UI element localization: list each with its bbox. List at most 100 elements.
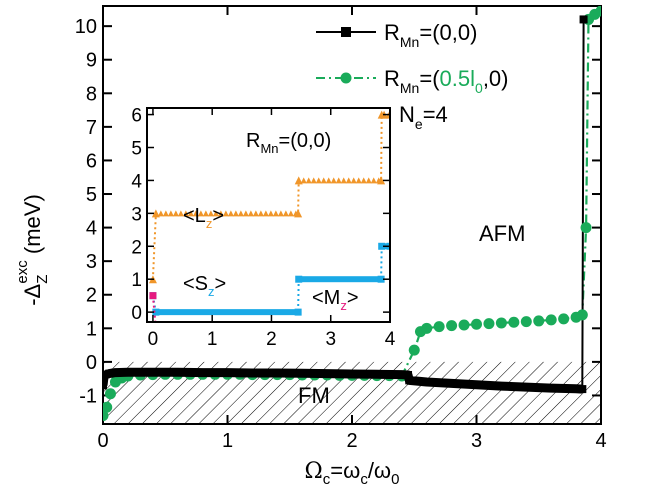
inset-mz-line [151,295,157,322]
series-rmn-00-point [105,369,114,378]
series-rmn-05-point [520,316,532,328]
inset-lz-point [287,210,294,217]
inset-y-tick-label: 6 [131,106,142,127]
inset-x-tick-label: 1 [207,329,218,350]
inset-lz-point [294,176,303,185]
inset-lz-point [172,210,179,217]
series-rmn-00-point [348,369,356,378]
inset-sz-band [298,276,382,283]
main-y-tick-label: 9 [86,50,97,72]
main-y-tick-label: 7 [86,117,97,139]
x-axis-label: Ωc=ωc/ω0 [305,458,400,488]
series-rmn-05-point [558,313,570,325]
series-rmn-05-point [433,321,445,333]
inset-lz-point [257,210,264,217]
series-rmn-00-point [547,384,556,393]
series-rmn-00-point [472,380,481,389]
fm-label: FM [298,383,330,408]
series-rmn-05-point [495,317,507,329]
series-rmn-00-point [103,381,107,390]
inset-x-tick-label: 0 [148,329,159,350]
inset-lz-point [187,210,194,217]
main-y-tick-label: 1 [86,318,97,340]
series-rmn-00-point [447,379,456,388]
series-rmn-00-point [148,368,157,377]
series-rmn-00-band [103,367,583,394]
inset-lz-point [360,177,367,184]
inset-lz-point [162,210,169,217]
inset-lz-point [247,210,254,217]
series-rmn-05-point [446,320,458,332]
inset-lz-point [335,177,342,184]
inset-lz-point [325,177,332,184]
inset-lz-point [222,210,229,217]
inset-lz-point [197,210,204,217]
inset-lz-point [315,177,322,184]
series-rmn-05-point [471,318,482,330]
inset-lz-point [377,176,386,185]
main-x-tick-label: 2 [346,430,357,452]
inset-lz-point [227,210,234,217]
main-y-tick-label: -1 [79,385,97,407]
inset-label-sz: <Sz> [183,273,226,299]
inset-mz-point [149,292,157,300]
series-rmn-05-point [580,222,592,234]
inset-x-tick-label: 4 [385,329,396,350]
series-rmn-05-point [545,314,557,326]
legend: RMn=(0,0) RMn=(0.5l0,0) Ne=4 [316,20,509,132]
series-rmn-00-point [198,368,207,377]
inset-lz-point [182,210,189,217]
series-rmn-00-point [248,368,257,377]
series-rmn-00-point [579,15,588,24]
y-axis-label: -ΔZexc (meV) [14,194,51,306]
main-y-tick-label: 3 [86,251,97,273]
main-x-tick-label: 4 [595,430,606,452]
series-rmn-00-point [522,383,531,392]
inset-lz-point [192,210,199,217]
inset-lz-point [365,177,372,184]
main-y-tick-label: 0 [86,352,97,374]
inset-lz-point [320,177,327,184]
series-rmn-00-point [578,385,587,394]
series-rmn-05-point [103,410,109,422]
series-rmn-00-point [273,368,282,377]
main-y-tick-label: 10 [75,16,97,38]
inset-lz-point [310,177,317,184]
series-rmn-00-point [123,368,132,377]
series-rmn-00-point [497,382,506,391]
main-y-tick-label: 2 [86,285,97,307]
inset-lz-point [350,177,357,184]
inset-sz-point [294,308,302,316]
series-rmn-05-point [483,318,495,330]
series-rmn-05-point [104,388,116,400]
series-rmn-05-point [103,401,113,413]
main-y-tick-label: 8 [86,83,97,105]
inset-lz-point [207,210,214,217]
inset-lz-point [262,210,269,217]
inset-lz-point [157,210,164,217]
inset-lz-point [212,210,219,217]
inset-y-tick-label: 3 [131,204,142,225]
inset-lz-point [217,210,224,217]
inset-sz-point [295,275,303,283]
inset-lz-point [232,210,239,217]
inset-lz-point [267,210,274,217]
inset-label-lz: <Lz> [183,205,224,231]
series-rmn-00-point [572,384,581,393]
series-rmn-00-point [223,368,232,377]
inset-x-tick-label: 2 [266,329,277,350]
inset-y-tick-label: 2 [131,237,142,258]
inset-lz-point [355,177,362,184]
svg-text:RMn=(0.5l0,0): RMn=(0.5l0,0) [384,66,509,96]
inset-y-ticks: 0 1 2 3 4 5 6 [131,106,390,324]
main-y-tick-label: 4 [86,218,97,240]
series-rmn-05-point [576,309,588,321]
legend-ne-label: Ne=4 [399,102,448,132]
inset-y-tick-label: 4 [131,171,142,192]
series-rmn-00-point [404,370,413,379]
inset-lz-point [340,177,347,184]
inset-label-mz: <Mz> [312,287,359,313]
svg-text:RMn=(0,0): RMn=(0,0) [384,20,477,50]
